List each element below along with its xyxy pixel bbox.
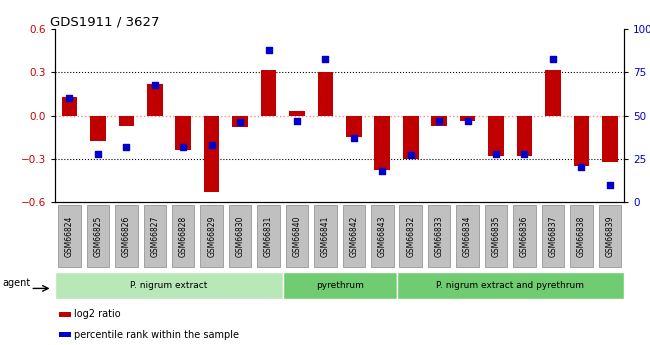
Point bbox=[377, 168, 387, 174]
Text: GDS1911 / 3627: GDS1911 / 3627 bbox=[49, 15, 159, 28]
Bar bbox=[147, 84, 162, 116]
FancyBboxPatch shape bbox=[115, 205, 138, 267]
Point bbox=[93, 151, 103, 156]
Text: P. nigrum extract and pyrethrum: P. nigrum extract and pyrethrum bbox=[436, 281, 584, 290]
Bar bbox=[460, 116, 475, 121]
FancyBboxPatch shape bbox=[400, 205, 422, 267]
Text: GSM66824: GSM66824 bbox=[65, 215, 74, 257]
FancyBboxPatch shape bbox=[371, 205, 393, 267]
FancyBboxPatch shape bbox=[541, 205, 564, 267]
Point bbox=[462, 118, 473, 124]
Text: P. nigrum extract: P. nigrum extract bbox=[130, 281, 208, 290]
FancyBboxPatch shape bbox=[144, 205, 166, 267]
Bar bbox=[289, 111, 305, 116]
Bar bbox=[232, 116, 248, 127]
Text: GSM66837: GSM66837 bbox=[549, 215, 558, 257]
Point bbox=[178, 144, 188, 149]
Text: GSM66835: GSM66835 bbox=[491, 215, 500, 257]
FancyBboxPatch shape bbox=[286, 205, 308, 267]
Bar bbox=[602, 116, 617, 161]
Bar bbox=[204, 116, 220, 192]
Text: GSM66834: GSM66834 bbox=[463, 215, 472, 257]
FancyBboxPatch shape bbox=[599, 205, 621, 267]
FancyBboxPatch shape bbox=[172, 205, 194, 267]
Text: GSM66825: GSM66825 bbox=[94, 215, 103, 257]
Point bbox=[320, 56, 331, 61]
Bar bbox=[118, 116, 134, 126]
FancyBboxPatch shape bbox=[200, 205, 223, 267]
FancyBboxPatch shape bbox=[428, 205, 450, 267]
Text: GSM66832: GSM66832 bbox=[406, 215, 415, 257]
Bar bbox=[62, 97, 77, 116]
Point bbox=[121, 144, 131, 149]
Bar bbox=[58, 312, 71, 316]
FancyBboxPatch shape bbox=[396, 272, 624, 299]
Text: agent: agent bbox=[3, 278, 31, 287]
Text: GSM66830: GSM66830 bbox=[235, 215, 244, 257]
Point bbox=[292, 118, 302, 124]
Point bbox=[64, 96, 75, 101]
Point bbox=[491, 151, 501, 156]
Bar bbox=[90, 116, 106, 141]
Text: GSM66831: GSM66831 bbox=[264, 215, 273, 257]
Point bbox=[576, 165, 586, 170]
Text: GSM66836: GSM66836 bbox=[520, 215, 529, 257]
Text: GSM66829: GSM66829 bbox=[207, 215, 216, 257]
FancyBboxPatch shape bbox=[570, 205, 593, 267]
FancyBboxPatch shape bbox=[229, 205, 252, 267]
Bar bbox=[517, 116, 532, 156]
FancyBboxPatch shape bbox=[314, 205, 337, 267]
Text: GSM66828: GSM66828 bbox=[179, 215, 188, 257]
FancyBboxPatch shape bbox=[283, 272, 396, 299]
Text: log2 ratio: log2 ratio bbox=[74, 309, 121, 319]
FancyBboxPatch shape bbox=[58, 205, 81, 267]
Bar bbox=[488, 116, 504, 156]
Text: GSM66840: GSM66840 bbox=[292, 215, 302, 257]
Bar bbox=[58, 333, 71, 337]
Bar bbox=[261, 70, 276, 116]
Text: GSM66841: GSM66841 bbox=[321, 215, 330, 257]
Text: percentile rank within the sample: percentile rank within the sample bbox=[74, 330, 239, 340]
Bar bbox=[573, 116, 589, 166]
Point bbox=[263, 47, 274, 53]
Text: GSM66827: GSM66827 bbox=[150, 215, 159, 257]
Bar bbox=[346, 116, 361, 137]
Point bbox=[519, 151, 530, 156]
Text: pyrethrum: pyrethrum bbox=[316, 281, 363, 290]
FancyBboxPatch shape bbox=[86, 205, 109, 267]
Bar bbox=[432, 116, 447, 126]
Point bbox=[150, 82, 160, 87]
Point bbox=[406, 152, 416, 158]
Text: GSM66826: GSM66826 bbox=[122, 215, 131, 257]
FancyBboxPatch shape bbox=[343, 205, 365, 267]
Point bbox=[207, 142, 217, 148]
FancyBboxPatch shape bbox=[485, 205, 507, 267]
FancyBboxPatch shape bbox=[514, 205, 536, 267]
Bar bbox=[176, 116, 191, 150]
Point bbox=[604, 182, 615, 187]
FancyBboxPatch shape bbox=[257, 205, 280, 267]
Text: GSM66838: GSM66838 bbox=[577, 215, 586, 257]
Text: GSM66842: GSM66842 bbox=[349, 215, 358, 257]
Bar bbox=[318, 72, 333, 116]
Point bbox=[348, 135, 359, 141]
Bar bbox=[403, 116, 419, 159]
Text: GSM66839: GSM66839 bbox=[605, 215, 614, 257]
Text: GSM66833: GSM66833 bbox=[435, 215, 444, 257]
Bar bbox=[374, 116, 390, 170]
FancyBboxPatch shape bbox=[456, 205, 479, 267]
Text: GSM66843: GSM66843 bbox=[378, 215, 387, 257]
Point bbox=[235, 120, 245, 125]
Bar bbox=[545, 70, 561, 116]
Point bbox=[548, 56, 558, 61]
FancyBboxPatch shape bbox=[55, 272, 283, 299]
Point bbox=[434, 118, 445, 124]
